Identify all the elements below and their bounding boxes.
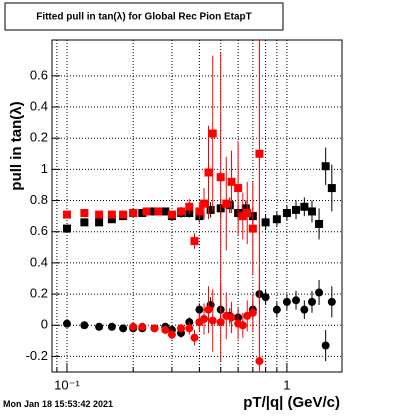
y-tick-label: 1 xyxy=(41,161,48,176)
point xyxy=(241,204,250,213)
point xyxy=(307,297,316,306)
point xyxy=(138,322,147,331)
point xyxy=(62,210,71,219)
point xyxy=(321,162,330,171)
point xyxy=(200,199,209,208)
point xyxy=(307,207,316,216)
point xyxy=(227,313,236,322)
y-tick-label: 0.2 xyxy=(30,130,48,145)
point xyxy=(129,322,138,331)
point xyxy=(234,184,243,193)
point xyxy=(261,293,270,302)
point xyxy=(185,202,194,211)
y-tick-label: 0.4 xyxy=(30,98,48,113)
point xyxy=(327,184,336,193)
plot-border xyxy=(51,39,343,373)
point xyxy=(107,215,116,224)
point xyxy=(161,325,170,334)
point xyxy=(282,209,291,218)
y-tick-label: 0.6 xyxy=(30,67,48,82)
point xyxy=(80,209,89,218)
point xyxy=(95,322,104,331)
point xyxy=(206,205,215,214)
y-tick-label: 0 xyxy=(41,317,48,332)
point xyxy=(129,209,138,218)
point xyxy=(195,207,204,216)
y-tick-label: 0.6 xyxy=(30,223,48,238)
point xyxy=(222,199,231,208)
point xyxy=(272,305,281,314)
x-axis-label: pT/|q| (GeV/c) xyxy=(243,394,340,411)
point xyxy=(62,224,71,233)
point xyxy=(216,318,225,327)
point xyxy=(204,305,213,314)
point xyxy=(177,324,186,333)
point xyxy=(315,288,324,297)
timestamp: Mon Jan 18 15:53:42 2021 xyxy=(3,399,113,409)
point xyxy=(177,207,186,216)
y-axis-label: pull in tan(λ) xyxy=(8,101,25,190)
y-tick-label: 0.2 xyxy=(30,286,48,301)
point xyxy=(95,218,104,227)
point xyxy=(185,324,194,333)
point xyxy=(142,207,151,216)
point xyxy=(261,218,270,227)
point xyxy=(200,315,209,324)
point xyxy=(292,205,301,214)
point xyxy=(195,305,204,314)
point xyxy=(62,319,71,328)
x-tick-label: 10⁻¹ xyxy=(54,377,80,392)
point xyxy=(255,357,264,366)
chart-title: Fitted pull in tan(λ) for Global Rec Pio… xyxy=(36,12,252,23)
point xyxy=(243,209,252,218)
point xyxy=(321,341,330,350)
point xyxy=(154,207,163,216)
point xyxy=(238,321,247,330)
point xyxy=(208,316,217,325)
point xyxy=(150,324,159,333)
point xyxy=(216,173,225,182)
point xyxy=(80,321,89,330)
point xyxy=(190,333,199,342)
point xyxy=(208,129,217,138)
point xyxy=(255,149,264,158)
point xyxy=(138,209,147,218)
point xyxy=(107,322,116,331)
point xyxy=(248,308,257,317)
point xyxy=(204,168,213,177)
point xyxy=(190,237,199,246)
point xyxy=(315,219,324,228)
point xyxy=(300,202,309,211)
point xyxy=(167,330,176,339)
y-tick-label: 0.8 xyxy=(30,192,48,207)
point xyxy=(161,207,170,216)
point xyxy=(327,297,336,306)
point xyxy=(272,215,281,224)
point xyxy=(95,210,104,219)
point xyxy=(119,210,128,219)
point xyxy=(300,305,309,314)
y-tick-label: 0.4 xyxy=(30,254,48,269)
point xyxy=(238,212,247,221)
x-tick-label: 1 xyxy=(283,377,290,392)
point xyxy=(292,296,301,305)
point xyxy=(80,218,89,227)
point xyxy=(119,324,128,333)
point xyxy=(282,297,291,306)
point xyxy=(167,210,176,219)
point xyxy=(248,224,257,233)
title-box xyxy=(4,2,284,31)
point xyxy=(227,177,236,186)
y-tick-label: -0.2 xyxy=(26,348,48,363)
point xyxy=(107,210,116,219)
